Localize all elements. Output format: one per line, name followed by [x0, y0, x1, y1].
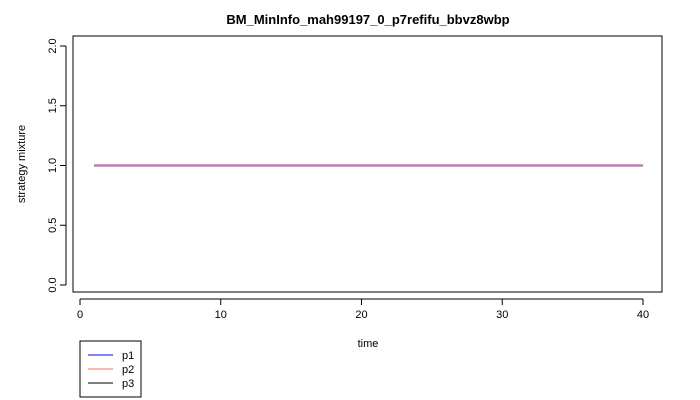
- y-tick-label: 1.0: [47, 158, 59, 173]
- x-tick-label: 40: [637, 309, 649, 321]
- x-tick-label: 20: [355, 309, 367, 321]
- x-tick-label: 0: [77, 309, 83, 321]
- legend-label-p2: p2: [122, 364, 134, 376]
- legend: p1 p2 p3: [79, 340, 142, 398]
- y-tick-label: 2.0: [47, 38, 59, 53]
- plot-frame: [72, 35, 663, 293]
- chart-title: BM_MinInfo_mah99197_0_p7refifu_bbvz8wbp: [226, 12, 509, 27]
- y-axis-label: strategy mixture: [16, 125, 28, 203]
- legend-label-p1: p1: [122, 350, 134, 362]
- x-tick-label: 30: [496, 309, 508, 321]
- y-tick-label: 0.5: [47, 218, 59, 233]
- y-tick-label: 0.0: [47, 277, 59, 292]
- y-axis: 0.0 0.5 1.0 1.5 2.0: [47, 38, 67, 293]
- y-tick-label: 1.5: [47, 98, 59, 113]
- x-axis: 0 10 20 30 40: [77, 298, 649, 321]
- legend-label-p3: p3: [122, 378, 134, 390]
- x-axis-label: time: [358, 338, 379, 350]
- x-tick-label: 10: [215, 309, 227, 321]
